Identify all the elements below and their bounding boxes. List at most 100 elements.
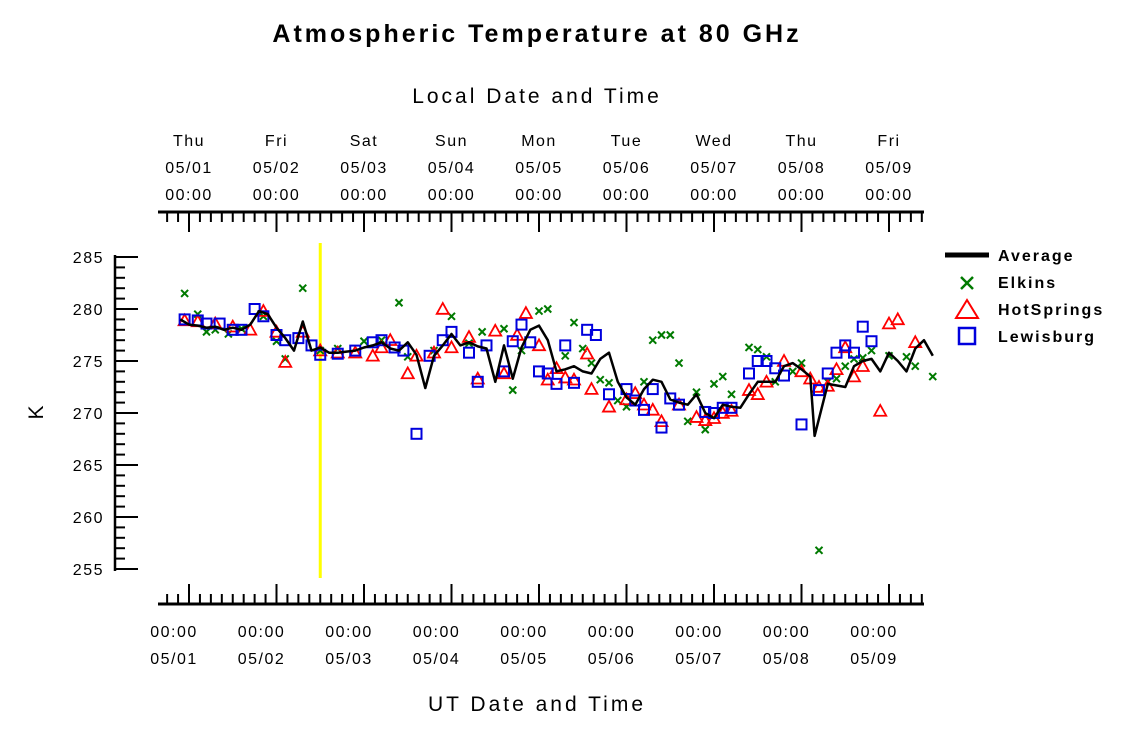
- data-point-lewisburg: [445, 325, 458, 338]
- data-point-elkins-stroke: [569, 318, 579, 327]
- data-point-lewisburg: [410, 427, 423, 440]
- data-point-elkins: [499, 324, 509, 333]
- bottom-tick-date: 05/07: [675, 651, 723, 668]
- bottom-tick-time: 00:00: [588, 624, 636, 641]
- data-point-elkins-stroke: [272, 337, 281, 346]
- data-point-lewisburg: [795, 418, 808, 431]
- data-point-elkins-stroke: [902, 352, 911, 362]
- bottom-tick-time: 00:00: [150, 624, 198, 641]
- data-point-elkins-stroke: [394, 298, 404, 307]
- data-point-lewisburg: [375, 334, 388, 347]
- top-tick-date: 05/02: [253, 160, 301, 177]
- data-point-lewisburg: [589, 329, 602, 341]
- legend-label-lewisburg: Lewisburg: [998, 329, 1096, 346]
- data-point-elkins-stroke: [543, 304, 552, 314]
- top-tick-date: 05/03: [340, 160, 388, 177]
- data-point-elkins: [727, 390, 736, 399]
- bottom-axis: 00:00 05/01 00:00 05/02 00:00 05/03 00:00 05/04…: [150, 584, 924, 668]
- top-tick-day: Wed: [695, 133, 732, 150]
- top-tick-day: Fri: [265, 133, 288, 150]
- data-point-elkins: [902, 352, 911, 362]
- data-point-hotsprings: [583, 381, 600, 395]
- top-tick-time: 00:00: [603, 187, 651, 204]
- top-tick-date: 05/01: [165, 160, 213, 177]
- data-point-elkins: [753, 345, 762, 354]
- data-point-elkins: [639, 377, 649, 387]
- data-point-lewisburg: [743, 367, 755, 380]
- data-point-hotsprings: [750, 386, 766, 400]
- y-tick-label: 255: [73, 562, 104, 579]
- data-point-elkins-stroke: [578, 344, 587, 353]
- data-point-hotsprings: [697, 412, 713, 426]
- chart-title: Atmospheric Temperature at 80 GHz: [272, 20, 801, 48]
- bottom-tick-date: 05/06: [588, 651, 636, 668]
- legend-swatch-hotsprings: [954, 298, 980, 319]
- bottom-tick-date: 05/05: [500, 651, 548, 668]
- data-point-elkins: [666, 330, 675, 340]
- data-point-elkins: [683, 417, 692, 426]
- top-tick-time: 00:00: [778, 187, 826, 204]
- y-tick-label: 275: [73, 354, 104, 371]
- data-point-elkins: [534, 306, 544, 316]
- top-tick-day: Fri: [877, 133, 900, 150]
- y-tick-label: 280: [73, 302, 104, 319]
- data-point-elkins: [648, 335, 657, 345]
- y-axis: 285 280 275 270 265 260 255: [73, 250, 138, 579]
- data-point-elkins-stroke: [727, 390, 736, 399]
- top-tick-time: 00:00: [165, 187, 213, 204]
- top-tick-day: Thu: [785, 133, 817, 150]
- data-point-elkins-stroke: [499, 324, 509, 333]
- y-tick-label: 270: [73, 406, 104, 423]
- data-point-lewisburg: [830, 346, 843, 359]
- data-point-elkins: [841, 361, 850, 371]
- bottom-tick-date: 05/04: [413, 651, 461, 668]
- data-point-elkins: [911, 361, 920, 371]
- top-tick-time: 00:00: [340, 187, 388, 204]
- data-point-elkins: [403, 352, 412, 362]
- data-point-lewisburg: [515, 318, 528, 331]
- data-point-hotsprings: [408, 347, 425, 362]
- data-point-elkins: [272, 337, 281, 346]
- y-tick-label: 260: [73, 510, 104, 527]
- bottom-tick-date: 05/08: [763, 651, 811, 668]
- data-point-elkins-stroke: [709, 379, 719, 389]
- data-point-elkins-stroke: [849, 354, 859, 364]
- data-point-lewisburg: [366, 336, 379, 349]
- data-point-hotsprings: [496, 365, 512, 380]
- data-point-elkins-stroke: [674, 358, 684, 368]
- data-point-elkins-stroke: [841, 361, 850, 371]
- data-point-elkins-stroke: [534, 306, 544, 316]
- data-point-elkins-stroke: [298, 283, 307, 293]
- data-point-hotsprings: [518, 305, 534, 319]
- series-average: [179, 309, 934, 438]
- data-point-elkins-stroke: [753, 345, 762, 354]
- data-point-hotsprings: [487, 322, 503, 337]
- data-point-elkins: [587, 358, 596, 368]
- bottom-tick-time: 00:00: [763, 624, 811, 641]
- top-tick-time: 00:00: [690, 187, 738, 204]
- top-tick-time: 00:00: [515, 187, 563, 204]
- data-point-elkins-stroke: [718, 372, 727, 381]
- data-point-elkins-stroke: [928, 372, 937, 381]
- data-point-elkins: [718, 372, 727, 381]
- data-point-hotsprings: [872, 403, 888, 417]
- data-point-hotsprings: [855, 358, 871, 372]
- data-point-lewisburg: [314, 348, 327, 361]
- top-tick-date: 05/07: [690, 160, 738, 177]
- data-point-hotsprings: [461, 329, 477, 343]
- legend: Average Elkins HotSprings Lewisburg: [945, 248, 1102, 346]
- data-point-elkins-stroke: [561, 351, 570, 361]
- data-point-elkins-stroke: [858, 353, 867, 363]
- top-tick-time: 00:00: [865, 187, 913, 204]
- data-point-lewisburg: [664, 392, 677, 405]
- bottom-tick-time: 00:00: [675, 624, 723, 641]
- data-point-lewisburg: [506, 335, 519, 348]
- data-point-elkins: [849, 354, 859, 364]
- data-point-lewisburg: [646, 383, 659, 396]
- data-point-hotsprings: [811, 379, 827, 393]
- bottom-tick-date: 05/03: [325, 651, 373, 668]
- bottom-axis-title: UT Date and Time: [428, 693, 646, 716]
- legend-swatch-stroke: [960, 276, 974, 290]
- bottom-tick-time: 00:00: [325, 624, 373, 641]
